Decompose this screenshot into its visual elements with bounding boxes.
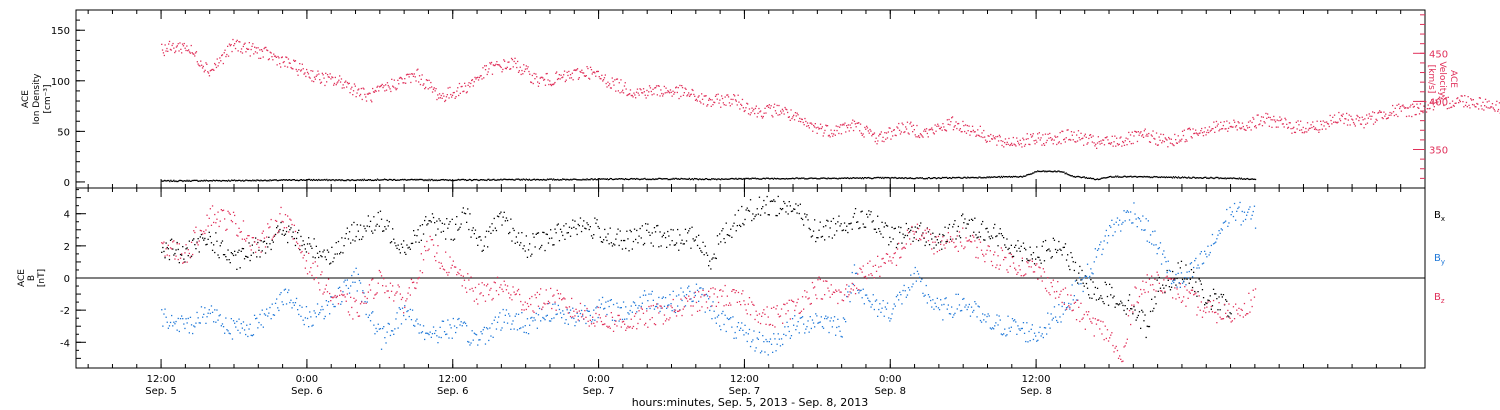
- x-tick-time: 0:00: [587, 374, 609, 385]
- x-tick-date: Sep. 5: [145, 386, 177, 397]
- ion-density-series: [161, 170, 1257, 183]
- b-series-by: [161, 201, 1257, 356]
- bottom-ylabel: ACE B [nT]: [17, 269, 47, 287]
- top-frame: [75, 9, 1426, 189]
- x-tick-time: 12:00: [1022, 374, 1051, 385]
- b-series-bx: [161, 195, 1232, 339]
- x-axis-label: hours:minutes, Sep. 5, 2013 - Sep. 8, 20…: [632, 396, 869, 409]
- left-tick-label: 0: [64, 178, 70, 189]
- x-tick-date: Sep. 8: [1020, 386, 1052, 397]
- b-tick-label: -2: [60, 306, 70, 317]
- legend-by: By: [1434, 253, 1445, 266]
- left-tick-label: 100: [51, 77, 70, 88]
- x-tick-date: Sep. 7: [729, 386, 761, 397]
- svg-text:ACE: ACE: [1448, 70, 1458, 88]
- x-tick-time: 0:00: [879, 374, 901, 385]
- x-tick-date: Sep. 6: [291, 386, 323, 397]
- x-tick-time: 0:00: [296, 374, 318, 385]
- x-tick-time: 12:00: [147, 374, 176, 385]
- b-tick-label: -4: [60, 338, 70, 349]
- x-tick-date: Sep. 8: [874, 386, 906, 397]
- b-tick-label: 0: [64, 274, 70, 285]
- left-tick-label: 150: [51, 26, 70, 37]
- svg-text:Ion Density: Ion Density: [32, 73, 42, 125]
- bottom-panel: -4 -2 0 2 4 ACE B [nT] Bx By Bz: [17, 187, 1445, 369]
- top-ylabel-left: ACE Ion Density [cm⁻³]: [21, 73, 53, 125]
- b-tick-label: 2: [64, 242, 70, 253]
- x-tick-time: 12:00: [438, 374, 467, 385]
- velocity-series: [161, 38, 1500, 149]
- svg-text:ACE: ACE: [21, 90, 31, 108]
- svg-text:Velocity: Velocity: [1437, 61, 1447, 97]
- left-tick-label: 50: [57, 127, 70, 138]
- x-tick-time: 12:00: [730, 374, 759, 385]
- svg-text:[nT]: [nT]: [37, 269, 47, 287]
- b-series-bz: [161, 205, 1257, 363]
- right-tick-label: 400: [1429, 97, 1448, 108]
- x-tick-date: Sep. 6: [437, 386, 469, 397]
- svg-text:[cm⁻³]: [cm⁻³]: [43, 84, 53, 113]
- b-tick-label: 4: [64, 210, 70, 221]
- legend-bx: Bx: [1434, 210, 1445, 223]
- right-tick-label: 350: [1429, 146, 1448, 157]
- svg-text:[km/s]: [km/s]: [1426, 65, 1436, 94]
- svg-text:ACE: ACE: [17, 269, 27, 287]
- x-tick-date: Sep. 7: [583, 386, 615, 397]
- svg-text:B: B: [27, 275, 37, 281]
- right-tick-label: 450: [1429, 49, 1448, 60]
- legend-bz: Bz: [1434, 292, 1445, 305]
